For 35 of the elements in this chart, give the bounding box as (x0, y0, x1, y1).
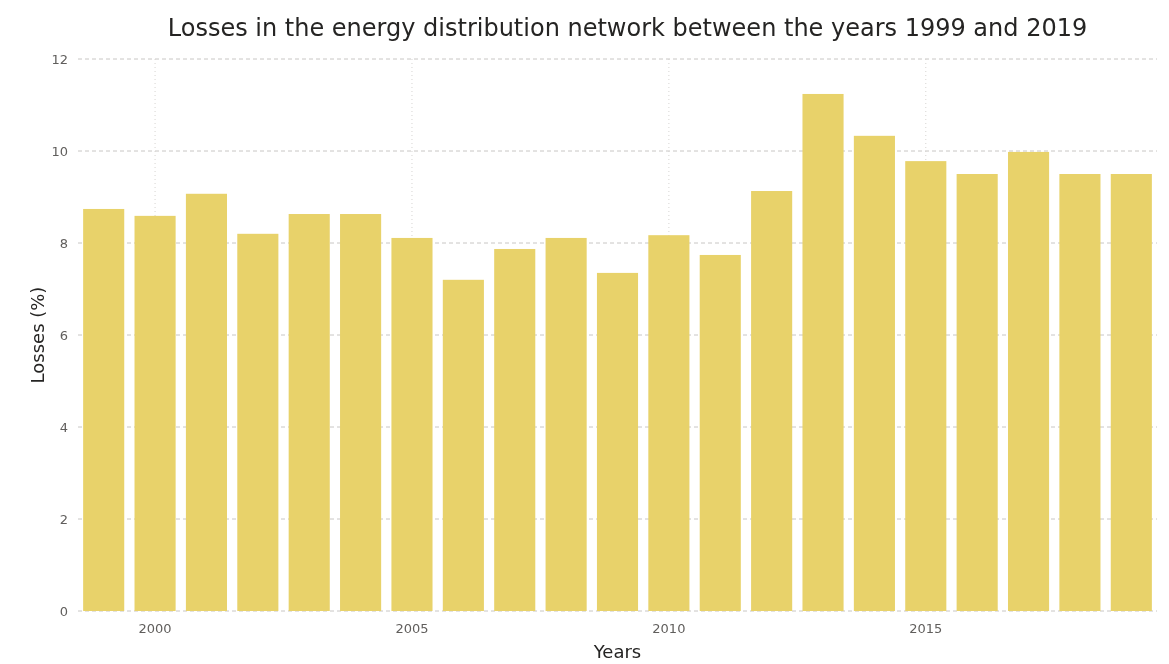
x-tick-label: 2015 (909, 621, 943, 636)
chart-title: Losses in the energy distribution network between the years 1999 and 2019 (167, 14, 1088, 42)
bar (288, 214, 330, 611)
bar (648, 235, 690, 611)
x-axis-title: Years (592, 641, 642, 662)
x-tick-label: 2005 (395, 621, 429, 636)
y-tick-label: 0 (59, 603, 68, 619)
x-tick-label: 2010 (652, 621, 686, 636)
bar (1059, 174, 1101, 611)
bar (545, 237, 587, 611)
bar (134, 215, 176, 611)
y-tick-label: 12 (51, 51, 68, 67)
y-tick-label: 8 (59, 235, 68, 251)
y-tick-label: 4 (59, 419, 68, 435)
bar (1008, 151, 1050, 611)
y-axis-title: Losses (%) (27, 286, 48, 384)
bar (185, 193, 227, 611)
bar (699, 254, 741, 611)
bar (956, 174, 998, 611)
bar (596, 272, 639, 611)
bar (340, 214, 382, 611)
y-tick-label: 2 (59, 511, 68, 527)
y-tick-label: 6 (59, 327, 68, 343)
bar (391, 237, 433, 611)
bar (802, 93, 844, 611)
bar (237, 233, 279, 611)
y-tick-label: 10 (51, 143, 68, 159)
bar (751, 191, 793, 611)
bar (83, 208, 125, 611)
bar (853, 135, 895, 611)
bar (905, 161, 947, 611)
x-tick-label: 2000 (138, 621, 172, 636)
bar (494, 248, 536, 611)
bar (1110, 174, 1152, 611)
bar (442, 279, 484, 611)
